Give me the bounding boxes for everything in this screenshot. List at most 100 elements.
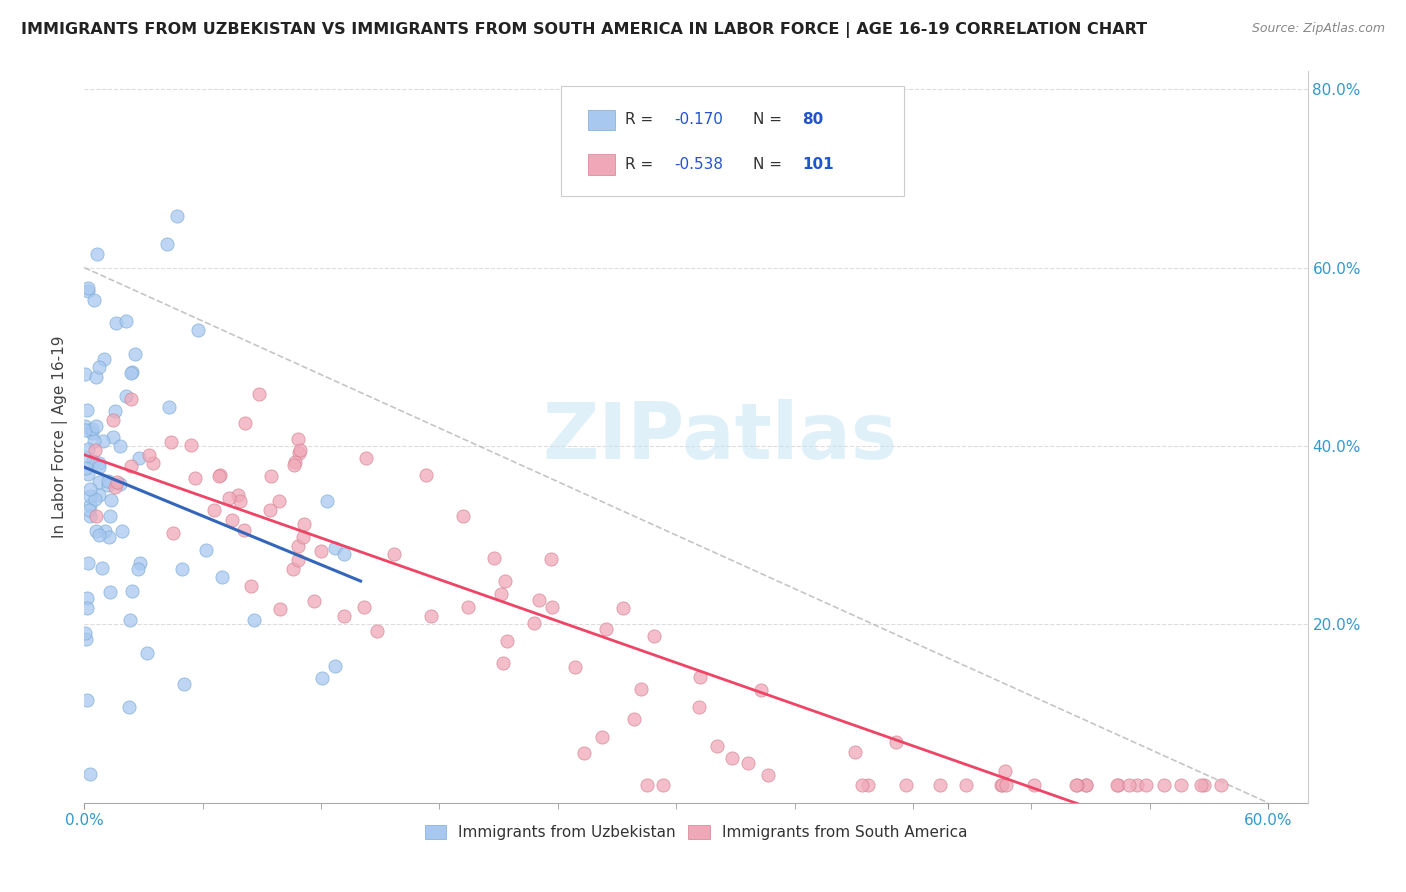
Point [80, 422, 103, 436]
Point [269, 601, 291, 615]
Point [156, 237, 179, 252]
Y-axis label: In Labor Force | Age 16-19: In Labor Force | Age 16-19 [52, 335, 69, 539]
Point [98, 585, 121, 599]
Point [689, 670, 711, 684]
Point [287, 446, 309, 460]
Point [1074, 778, 1097, 792]
Point [83, 434, 105, 449]
Point [101, 429, 124, 443]
Point [73, 419, 96, 434]
Point [100, 493, 122, 508]
Text: ZIPatlas: ZIPatlas [543, 399, 898, 475]
Text: IMMIGRANTS FROM UZBEKISTAN VS IMMIGRANTS FROM SOUTH AMERICA IN LABOR FORCE | AGE: IMMIGRANTS FROM UZBEKISTAN VS IMMIGRANTS… [21, 22, 1147, 38]
Point [283, 562, 305, 576]
Point [121, 584, 143, 599]
Point [76, 692, 98, 706]
Point [851, 778, 873, 792]
Point [89, 456, 111, 470]
Point [142, 456, 165, 470]
Point [209, 468, 232, 483]
Point [77, 285, 100, 299]
Point [229, 494, 252, 508]
Point [457, 600, 479, 615]
Point [706, 739, 728, 753]
Point [595, 622, 617, 636]
Point [994, 778, 1017, 792]
Point [117, 699, 139, 714]
Point [323, 658, 346, 673]
Point [103, 413, 125, 427]
Point [105, 475, 128, 489]
Point [896, 778, 918, 792]
Point [127, 562, 149, 576]
Point [496, 633, 519, 648]
Point [494, 574, 516, 589]
Point [1118, 778, 1140, 792]
Point [288, 442, 311, 457]
Point [643, 628, 665, 642]
Point [84, 442, 107, 457]
Point [187, 322, 209, 336]
Point [79, 767, 101, 781]
Point [929, 778, 952, 792]
Point [523, 616, 546, 631]
Point [128, 451, 150, 466]
Point [180, 438, 202, 452]
Point [311, 671, 333, 685]
Point [73, 625, 96, 640]
Point [623, 712, 645, 726]
Point [170, 562, 193, 576]
Point [121, 365, 143, 379]
Point [1076, 778, 1098, 792]
Bar [588, 110, 616, 130]
Point [97, 474, 120, 488]
Point [77, 557, 100, 571]
Point [162, 525, 184, 540]
Point [354, 451, 377, 466]
Point [83, 293, 105, 308]
Point [87, 459, 110, 474]
Point [75, 450, 97, 465]
Text: -0.538: -0.538 [673, 157, 723, 172]
Point [79, 498, 101, 512]
Point [86, 508, 108, 523]
Point [76, 281, 98, 295]
Point [612, 601, 634, 615]
Point [128, 556, 150, 570]
Point [173, 677, 195, 691]
Point [86, 247, 108, 261]
Point [76, 591, 98, 605]
Point [990, 778, 1012, 792]
Point [79, 508, 101, 523]
Point [159, 401, 181, 415]
Point [84, 370, 107, 384]
Legend: Immigrants from Uzbekistan, Immigrants from South America: Immigrants from Uzbekistan, Immigrants f… [419, 819, 973, 847]
Point [636, 778, 658, 792]
Point [97, 530, 120, 544]
Point [124, 347, 146, 361]
Point [287, 539, 309, 553]
Point [104, 480, 127, 494]
Point [269, 493, 291, 508]
Point [564, 660, 586, 674]
Point [76, 467, 98, 481]
Point [76, 402, 98, 417]
Point [233, 523, 256, 537]
Point [572, 746, 595, 760]
Point [353, 599, 375, 614]
Point [756, 768, 779, 782]
Point [721, 750, 744, 764]
Point [84, 418, 107, 433]
Point [202, 503, 225, 517]
Point [990, 778, 1012, 792]
Point [651, 778, 673, 792]
Point [419, 608, 441, 623]
Point [1064, 778, 1087, 792]
Point [118, 613, 141, 627]
Point [315, 494, 337, 508]
Point [260, 469, 283, 483]
Point [1135, 778, 1157, 792]
Point [104, 404, 127, 418]
Point [292, 530, 315, 544]
Point [259, 503, 281, 517]
